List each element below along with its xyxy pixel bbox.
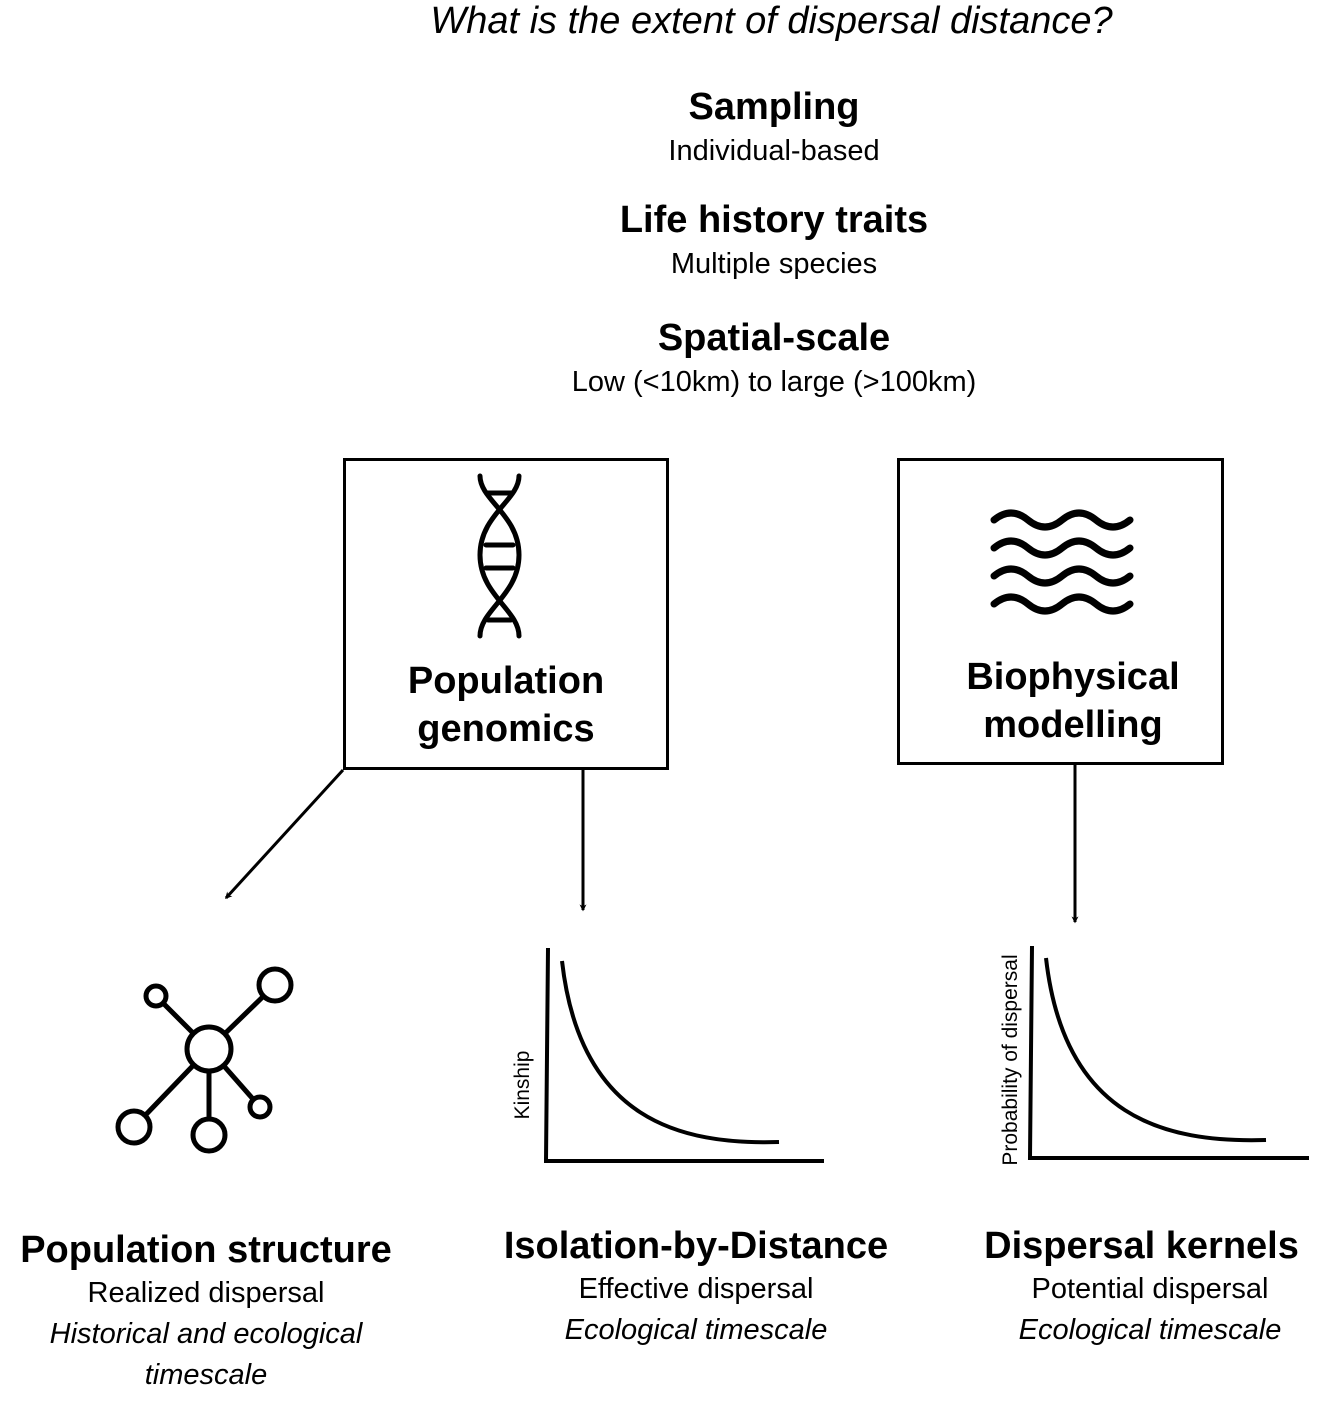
kinship-plot-axes [543, 947, 824, 1163]
kinship-decay-curve [560, 960, 780, 1145]
population-genomics-label: Population genomics [343, 657, 669, 753]
population-genomics-label-line2: genomics [417, 708, 595, 750]
outcome-title-dispersal-kernels: Dispersal kernels [984, 1225, 1299, 1267]
biophysical-modelling-label-line1: Biophysical [966, 656, 1180, 698]
dispersal-kernel-curve [1044, 957, 1267, 1143]
criterion-detail-spatial-scale: Low (<10km) to large (>100km) [571, 366, 977, 398]
arrow-to-population-structure [224, 768, 345, 900]
outcome-type-dispersal-kernels: Potential dispersal [1031, 1273, 1269, 1305]
population-genomics-box [343, 458, 669, 770]
biophysical-modelling-label: Biophysical modelling [897, 653, 1249, 749]
outcome-timescale-isolation-by-distance: Ecological timescale [564, 1314, 828, 1346]
probability-axis-label: Probability of dispersal [999, 954, 1022, 1165]
criterion-detail-sampling: Individual-based [668, 135, 880, 167]
outcome-timescale-population-structure-line2: timescale [144, 1359, 268, 1391]
kinship-axis-label: Kinship [511, 1051, 534, 1120]
dispersal-plot-axes [1027, 945, 1309, 1160]
dispersal-kernel-plot [1027, 945, 1309, 1160]
criterion-detail-life-history: Multiple species [670, 248, 878, 280]
dna-icon [477, 473, 522, 639]
criterion-title-sampling: Sampling [688, 86, 860, 128]
population-genomics-label-line1: Population [407, 660, 605, 702]
question-text: What is the extent of dispersal distance… [430, 0, 1113, 42]
outcome-title-isolation-by-distance: Isolation-by-Distance [503, 1225, 889, 1267]
outcome-title-population-structure: Population structure [20, 1229, 392, 1271]
outcome-type-population-structure: Realized dispersal [87, 1277, 325, 1309]
kinship-decay-plot [543, 947, 824, 1163]
outcome-type-isolation-by-distance: Effective dispersal [578, 1273, 814, 1305]
question-title: What is the extent of dispersal distance… [0, 0, 1323, 43]
outcome-timescale-dispersal-kernels: Ecological timescale [1018, 1314, 1282, 1346]
criterion-title-life-history: Life history traits [619, 199, 929, 241]
criterion-title-spatial-scale: Spatial-scale [657, 317, 891, 359]
network-icon [115, 966, 294, 1154]
biophysical-modelling-label-line2: modelling [983, 704, 1163, 746]
biophysical-modelling-box [897, 458, 1224, 765]
outcome-timescale-population-structure-line1: Historical and ecological [49, 1318, 363, 1350]
waves-icon [990, 509, 1134, 615]
